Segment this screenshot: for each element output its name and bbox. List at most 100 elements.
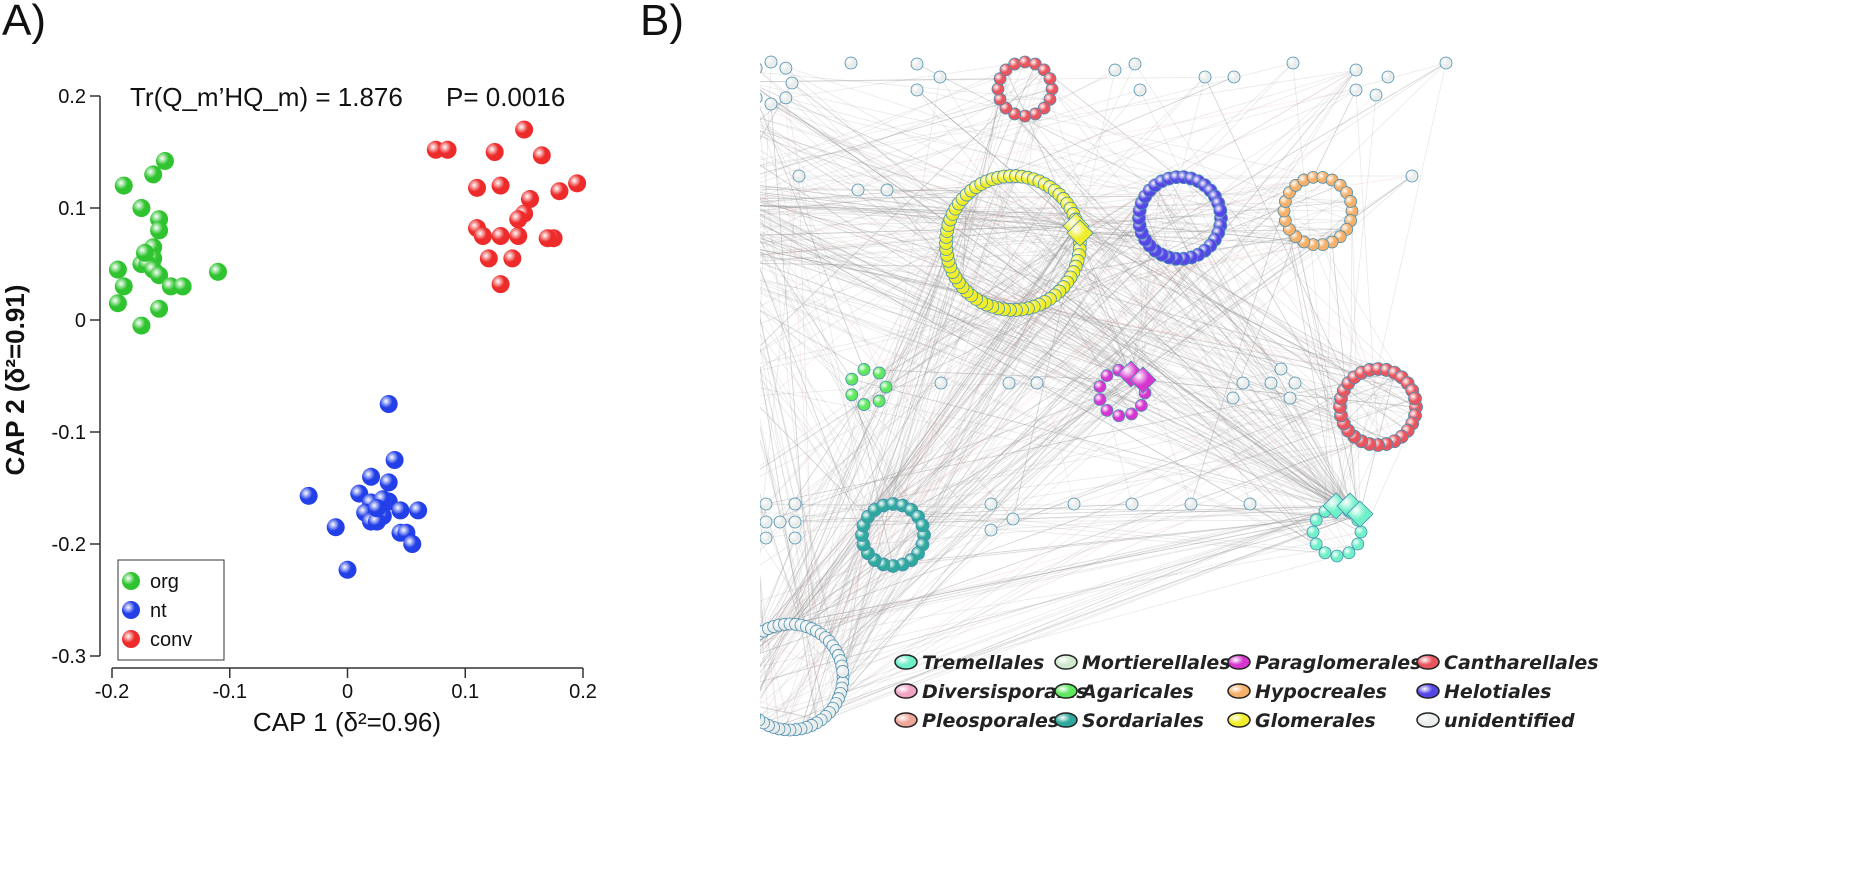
network-edge — [883, 232, 1081, 506]
network-edge — [950, 189, 1211, 220]
network-edge — [760, 234, 1361, 515]
network-edge — [838, 373, 1132, 656]
network-edge — [902, 194, 1060, 565]
panel-a-label: A) — [2, 0, 46, 45]
network-edge — [760, 186, 951, 220]
network-edge — [760, 286, 1064, 634]
network-edge — [760, 254, 963, 288]
network-edge — [760, 89, 1357, 200]
network-edge — [892, 178, 1170, 505]
node-unidentified — [788, 497, 802, 511]
node-unidentified — [764, 97, 778, 111]
network-edge — [975, 202, 1142, 300]
point-org — [155, 151, 174, 170]
network-edge — [1079, 232, 1272, 384]
network-edge — [838, 373, 1132, 656]
network-edge — [874, 295, 1056, 561]
network-edge — [770, 103, 1081, 234]
point-org — [150, 266, 169, 285]
network-edge — [946, 254, 1361, 515]
network-edge — [760, 133, 967, 292]
node-unidentified — [1236, 376, 1250, 390]
node-unidentified — [760, 92, 763, 103]
node-unidentified — [779, 91, 793, 105]
network-edge — [997, 307, 1362, 442]
network-edge — [760, 69, 1357, 249]
node-unidentified — [1030, 376, 1044, 390]
network-edge — [768, 61, 1026, 629]
network-edge — [773, 519, 1317, 627]
legend-label-paraglomerales: Paraglomerales — [1255, 652, 1421, 674]
network-edge — [981, 183, 1077, 227]
network-edge — [760, 183, 1045, 353]
network-edge — [883, 513, 1361, 565]
network-edge — [760, 254, 1079, 260]
legend-marker-hypocreales — [1227, 683, 1251, 699]
network-edge — [798, 175, 963, 200]
point-org — [132, 199, 151, 217]
network-edge — [1283, 210, 1337, 507]
node-unidentified — [1002, 376, 1016, 390]
network-edge — [760, 233, 1014, 520]
network-edge — [760, 309, 1005, 365]
point-org — [150, 221, 169, 240]
network-edge — [946, 236, 1351, 507]
network-edge — [867, 399, 1101, 518]
network-edge — [760, 213, 953, 633]
network-edge — [773, 519, 1317, 627]
network-edge — [1232, 236, 1297, 399]
network-edge — [1075, 225, 1355, 378]
network-edge — [770, 103, 1341, 408]
network-edge — [838, 382, 1296, 699]
point-conv — [491, 176, 510, 195]
network-edge — [842, 213, 1074, 678]
network-edge — [838, 382, 1272, 699]
network-edge — [883, 505, 1361, 515]
network-edge — [992, 178, 1337, 507]
network-edge — [760, 82, 793, 141]
network-edge — [760, 130, 1080, 232]
network-edge — [1175, 258, 1408, 432]
point-nt — [362, 467, 381, 486]
network-edge — [760, 232, 1081, 255]
network-edge — [760, 217, 923, 526]
network-edge — [916, 89, 1132, 373]
network-edge — [760, 406, 869, 518]
legend-label-mortierellales: Mortierellales — [1082, 652, 1231, 674]
network-edge — [916, 63, 1156, 186]
network-edge — [760, 382, 942, 396]
network-edge — [811, 513, 1361, 629]
legend-label-unidentified: unidentified — [1444, 710, 1575, 732]
network-edge — [760, 316, 837, 651]
point-nt — [391, 501, 410, 520]
node-agaricales — [872, 366, 886, 380]
network-edge — [760, 69, 1357, 696]
network-edge — [760, 208, 1351, 507]
network-edge — [1063, 62, 1447, 288]
network-edge — [760, 348, 869, 517]
network-edge — [760, 387, 1337, 507]
network-edge — [863, 179, 993, 370]
network-edge — [1079, 69, 1116, 234]
network-edge — [1190, 503, 1358, 521]
network-edge — [785, 61, 1026, 99]
node-unidentified — [880, 183, 894, 197]
network-edge — [1075, 201, 1351, 227]
network-edge — [760, 503, 1351, 507]
y-tick-label: -0.1 — [52, 422, 86, 444]
network-edge — [851, 378, 1337, 507]
legend-label-hypocreales: Hypocreales — [1255, 681, 1387, 703]
network-edge — [768, 505, 1351, 629]
network-edge — [765, 503, 1361, 515]
network-edge — [784, 190, 972, 730]
network-edge — [1051, 88, 1177, 260]
network-edge — [1336, 430, 1349, 509]
network-edge — [1051, 88, 1395, 442]
network-edge — [902, 513, 1361, 565]
network-edge — [1014, 113, 1351, 507]
network-edge — [760, 225, 1077, 643]
network-edge — [1270, 382, 1351, 507]
node-unidentified — [1283, 391, 1297, 405]
legend-label-sordariales: Sordariales — [1082, 710, 1204, 732]
network-edge — [1075, 219, 1361, 515]
